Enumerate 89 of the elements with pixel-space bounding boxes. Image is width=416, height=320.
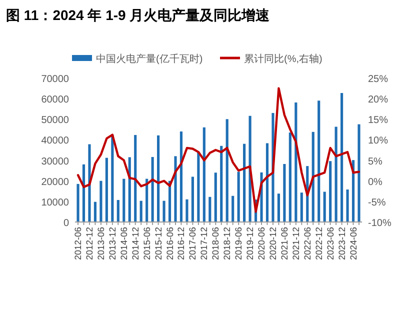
bar [248, 116, 252, 222]
bar [88, 144, 91, 222]
y-tick-label: 0 [63, 218, 70, 229]
bar [318, 100, 320, 222]
x-tick-label: 2016-06 [164, 227, 175, 260]
bar [146, 178, 148, 222]
y2-tick-label: 20% [368, 94, 388, 106]
bar [220, 146, 223, 222]
y-tick-label: 70000 [41, 74, 70, 85]
bar [105, 158, 108, 222]
x-tick-label: 2016-12 [176, 227, 186, 260]
y2-tick-label: 10% [368, 136, 388, 147]
bar [334, 126, 338, 222]
y-tick-label: 50000 [41, 115, 70, 126]
x-tick-label: 2019-06 [234, 227, 244, 260]
y2-tick-label: 25% [368, 74, 388, 85]
bar [191, 176, 194, 222]
x-tick-label: 2022-12 [314, 227, 324, 260]
x-tick-label: 2023-12 [336, 227, 347, 260]
x-tick-label: 2020-06 [256, 227, 267, 260]
bar [243, 144, 246, 222]
y2-tick-label: 5% [368, 156, 383, 168]
bar [122, 178, 126, 222]
bar [197, 152, 200, 222]
bar [358, 124, 360, 222]
bar [323, 192, 326, 222]
x-tick-label: 2013-12 [107, 227, 118, 260]
legend-label: 中国火电产量(亿千瓦时) [96, 53, 203, 65]
y-tick-label: 10000 [41, 197, 70, 208]
line-series [76, 87, 360, 213]
bar [312, 132, 314, 222]
x-tick-label: 2015-06 [142, 227, 152, 260]
x-tick-label: 2014-06 [118, 227, 129, 260]
bar [283, 164, 286, 222]
y-tick-label: 20000 [41, 176, 70, 188]
bar [76, 184, 80, 222]
x-tick-label: 2014-12 [130, 227, 140, 260]
x-tick-label: 2017-12 [199, 227, 210, 260]
x-tick-label: 2018-12 [222, 227, 232, 260]
x-tick-label: 2013-06 [96, 227, 106, 260]
bar [180, 131, 183, 222]
x-tick-label: 2022-06 [302, 227, 312, 260]
x-tick-label: 2012-12 [84, 227, 94, 260]
bar [140, 200, 142, 222]
x-tick-label: 2015-12 [153, 227, 164, 260]
y-tick-label: 40000 [41, 136, 70, 147]
bar [186, 199, 188, 222]
bar [237, 172, 240, 222]
bar [157, 135, 160, 222]
bar [94, 202, 97, 222]
x-tick-label: 2021-12 [290, 227, 301, 260]
bar [232, 196, 234, 222]
x-tick-label: 2020-12 [268, 227, 278, 260]
y-tick-label: 60000 [41, 94, 70, 106]
bar [128, 157, 131, 222]
bar [340, 93, 344, 222]
y2-tick-label: -10% [368, 218, 392, 229]
bar [151, 156, 154, 222]
bar [329, 161, 332, 222]
y2-tick-label: 0% [368, 176, 383, 188]
x-tick-label: 2023-06 [325, 227, 336, 260]
bar [288, 132, 292, 222]
y2-tick-label: -5% [368, 197, 386, 208]
bar [174, 156, 177, 222]
bar [214, 172, 217, 222]
bar [208, 196, 212, 222]
chart-title: 图 11：2024 年 1-9 月火电产量及同比增速 [6, 7, 271, 23]
bar [116, 200, 120, 222]
bar [226, 119, 228, 222]
bar [162, 200, 166, 222]
bar [294, 102, 298, 222]
bar [202, 127, 206, 222]
bar [266, 143, 269, 222]
bar [100, 180, 102, 222]
bar [346, 189, 349, 222]
bar [82, 164, 86, 222]
x-tick-label: 2019-12 [245, 227, 256, 260]
x-tick-label: 2012-06 [73, 227, 84, 260]
bar [300, 192, 303, 222]
bar [134, 134, 137, 222]
x-tick-label: 2021-06 [279, 227, 290, 260]
bar [111, 134, 114, 222]
x-tick-label: 2018-06 [210, 227, 221, 260]
y-tick-label: 30000 [41, 156, 70, 168]
x-tick-label: 2024-06 [348, 227, 358, 260]
bar [277, 194, 280, 222]
x-tick-label: 2017-06 [188, 227, 198, 260]
y2-tick-label: 15% [368, 115, 388, 126]
legend-label: 累计同比(%,右轴) [244, 53, 322, 65]
